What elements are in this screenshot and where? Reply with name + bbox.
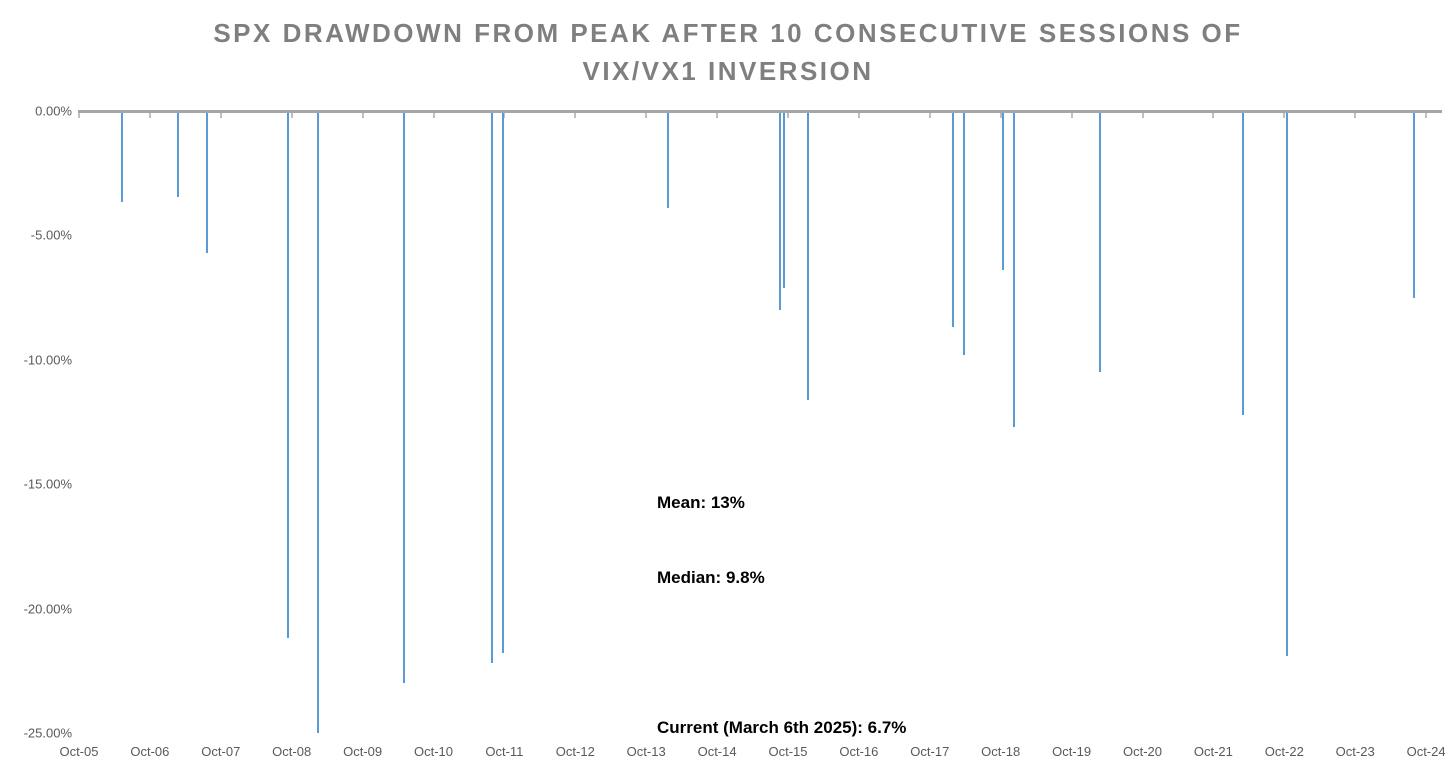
drawdown-bar xyxy=(502,113,504,654)
drawdown-bar xyxy=(963,113,965,355)
drawdown-bar xyxy=(206,113,208,253)
x-axis-tick xyxy=(503,113,506,118)
x-axis-label: Oct-11 xyxy=(485,744,524,759)
x-axis-label: Oct-24 xyxy=(1406,744,1446,759)
x-axis-tick xyxy=(1212,113,1215,118)
x-axis-label: Oct-05 xyxy=(59,744,99,759)
x-axis-label: Oct-14 xyxy=(697,744,737,759)
drawdown-bar xyxy=(317,113,319,733)
y-axis-label: -25.00% xyxy=(23,725,72,741)
x-axis-label: Oct-19 xyxy=(1052,744,1092,759)
x-axis-tick xyxy=(857,113,860,118)
x-axis-label: Oct-06 xyxy=(130,744,170,759)
x-axis-label: Oct-13 xyxy=(626,744,666,759)
drawdown-bar xyxy=(1242,113,1244,415)
drawdown-bar xyxy=(783,113,785,288)
drawdown-bar xyxy=(1099,113,1101,373)
y-axis-label: -10.00% xyxy=(23,352,72,368)
x-axis-label: Oct-17 xyxy=(910,744,950,759)
x-axis-label: Oct-18 xyxy=(981,744,1021,759)
x-axis-label: Oct-09 xyxy=(343,744,383,759)
y-axis-label: -15.00% xyxy=(23,476,72,492)
drawdown-bar xyxy=(491,113,493,664)
chart-title-line-1: SPX DRAWDOWN FROM PEAK AFTER 10 CONSECUT… xyxy=(213,18,1243,48)
x-axis-line xyxy=(78,110,1442,113)
x-axis-tick xyxy=(290,113,293,118)
x-axis-tick xyxy=(645,113,648,118)
annotation-spacer xyxy=(657,640,906,665)
x-axis-label: Oct-21 xyxy=(1193,744,1233,759)
drawdown-bar xyxy=(1413,113,1415,298)
y-axis-label: 0.00% xyxy=(35,103,72,119)
x-axis-tick xyxy=(928,113,931,118)
x-axis-label: Oct-12 xyxy=(555,744,595,759)
x-axis-tick xyxy=(1070,113,1073,118)
drawdown-bar xyxy=(1013,113,1015,427)
x-axis-tick xyxy=(432,113,435,118)
x-axis-tick xyxy=(1141,113,1144,118)
y-axis-label: -5.00% xyxy=(30,227,72,243)
x-axis-label: Oct-08 xyxy=(272,744,312,759)
drawdown-bar xyxy=(177,113,179,197)
chart-title-line-2: VIX/VX1 INVERSION xyxy=(582,56,874,86)
drawdown-bar xyxy=(807,113,809,400)
x-axis-label: Oct-16 xyxy=(839,744,879,759)
drawdown-bar xyxy=(403,113,405,684)
drawdown-bar xyxy=(779,113,781,311)
drawdown-bar xyxy=(121,113,123,202)
x-axis-label: Oct-15 xyxy=(768,744,808,759)
annotation-mean: Mean: 13% xyxy=(657,493,745,512)
x-axis-tick xyxy=(574,113,577,118)
drawdown-bar xyxy=(667,113,669,209)
x-axis-tick xyxy=(999,113,1002,118)
annotation-median: Median: 9.8% xyxy=(657,568,765,587)
x-axis-label: Oct-07 xyxy=(201,744,241,759)
y-axis-label: -20.00% xyxy=(23,601,72,617)
drawdown-bar xyxy=(1002,113,1004,271)
x-axis-tick xyxy=(787,113,789,118)
drawdown-bar xyxy=(1286,113,1288,656)
drawdown-bar xyxy=(287,113,289,639)
annotation-block: Mean: 13% Median: 9.8% Current (March 6t… xyxy=(657,440,906,773)
chart-title: SPX DRAWDOWN FROM PEAK AFTER 10 CONSECUT… xyxy=(0,14,1456,90)
x-axis-label: Oct-20 xyxy=(1122,744,1162,759)
x-axis-label: Oct-22 xyxy=(1264,744,1304,759)
x-axis-tick xyxy=(1354,113,1357,118)
drawdown-bar xyxy=(952,113,954,328)
x-axis-label: Oct-10 xyxy=(413,744,453,759)
x-axis-tick xyxy=(148,113,151,118)
x-axis-tick xyxy=(361,113,364,118)
x-axis-tick xyxy=(1283,113,1286,118)
x-axis-tick xyxy=(78,113,80,118)
x-axis-tick xyxy=(219,113,222,118)
annotation-current: Current (March 6th 2025): 6.7% xyxy=(657,718,907,737)
x-axis-label: Oct-23 xyxy=(1335,744,1375,759)
x-axis-tick xyxy=(716,113,719,118)
x-axis-tick xyxy=(1425,113,1428,118)
